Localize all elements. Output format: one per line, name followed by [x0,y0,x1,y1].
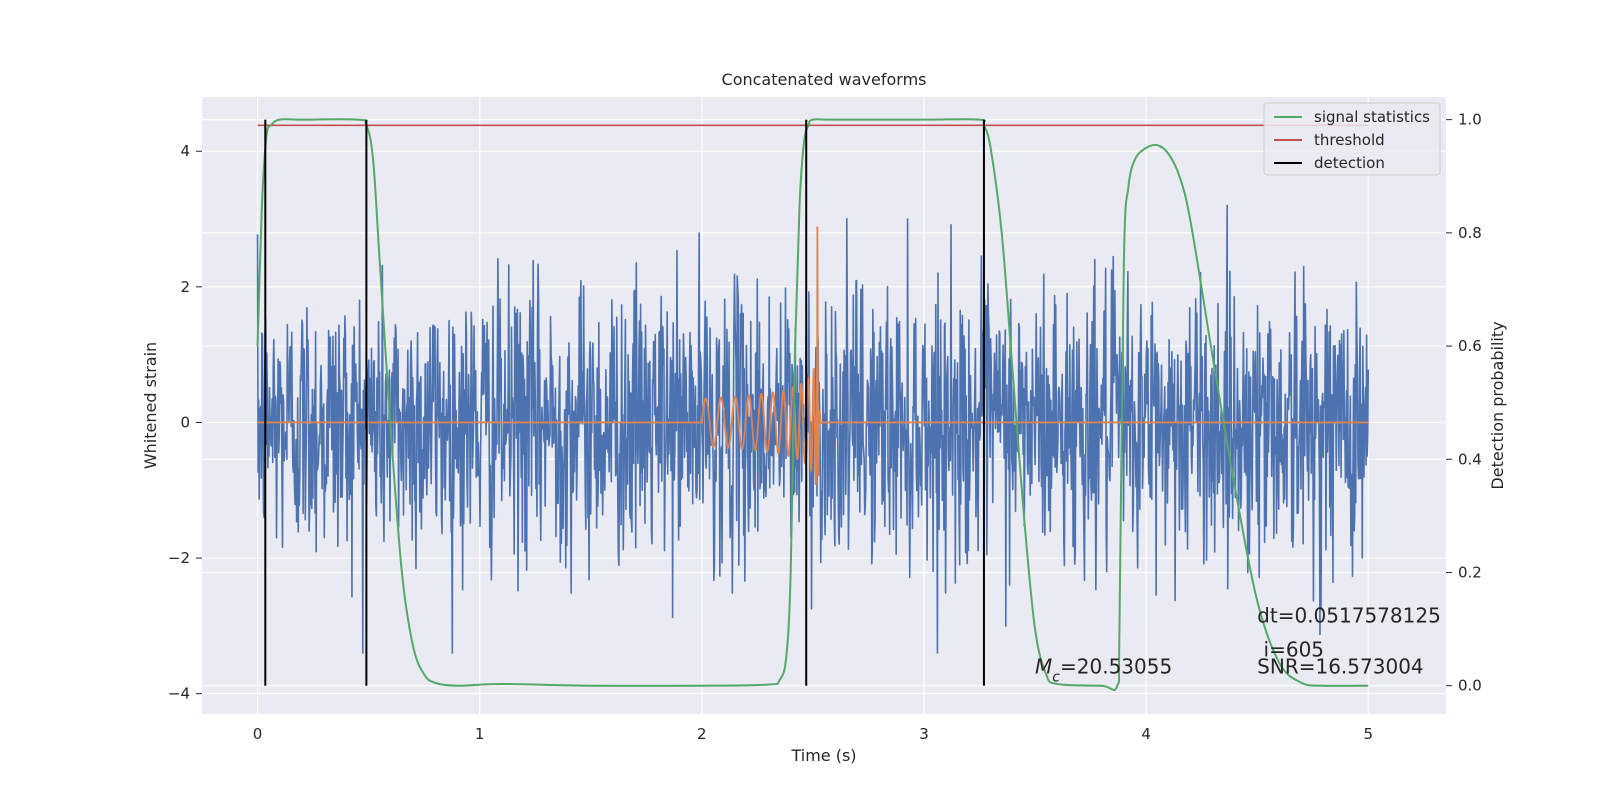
annotation-dt: dt=0.0517578125 [1257,603,1441,627]
x-tick-label: 4 [1141,725,1151,743]
annotation-index: i=605 [1257,637,1324,661]
annotation-mc-subscript: c [1052,669,1060,685]
strain-noise-line [256,204,1370,654]
data-series [256,118,1370,691]
annotations: Mc=20.53055 dt=0.0517578125 i=605 SNR=16… [1035,603,1441,685]
y-tick-label: 2 [180,278,190,296]
x-tick-label: 1 [475,725,485,743]
annotation-mc-value: =20.53055 [1060,654,1172,678]
annotation-snr: SNR=16.573004 [1257,654,1423,678]
x-tick-label: 2 [697,725,707,743]
y2-tick-label: 0.2 [1458,563,1482,581]
legend-items: signal statistics threshold detection [1274,108,1430,172]
y2-tick-label: 0.0 [1458,677,1482,695]
legend: signal statistics threshold detection [1263,102,1441,176]
axis-ticks: 0 1 2 3 4 5 −4 −2 0 2 4 0.0 0.2 0.4 0.6 0.8 1.0 [168,111,1482,743]
y-axis-title: Whitened strain [141,342,160,469]
x-tick-label: 0 [253,725,263,743]
waveform-line [257,226,1369,486]
y-tick-label: 4 [180,142,190,160]
y2-axis-title: Detection probability [1488,321,1507,489]
y2-tick-label: 0.6 [1458,337,1482,355]
annotation-chirp-mass: Mc=20.53055 [1035,654,1172,685]
grid-lines [202,97,1446,714]
x-tick-label: 3 [919,725,929,743]
x-tick-label: 5 [1363,725,1373,743]
signal-statistics-line [256,118,1369,691]
y2-tick-label: 0.8 [1458,224,1482,242]
x-axis-title: Time (s) [790,746,856,765]
chart-title: Concatenated waveforms [722,70,927,89]
annotation-mc-symbol: M [1035,654,1052,678]
legend-label: detection [1314,154,1385,172]
y-tick-label: −4 [168,685,190,703]
y2-tick-label: 1.0 [1458,111,1482,129]
legend-label: signal statistics [1314,108,1430,126]
legend-box [1263,102,1441,176]
y-tick-label: −2 [168,549,190,567]
y2-tick-label: 0.4 [1458,450,1482,468]
y-tick-label: 0 [180,413,190,431]
legend-label: threshold [1314,131,1385,149]
